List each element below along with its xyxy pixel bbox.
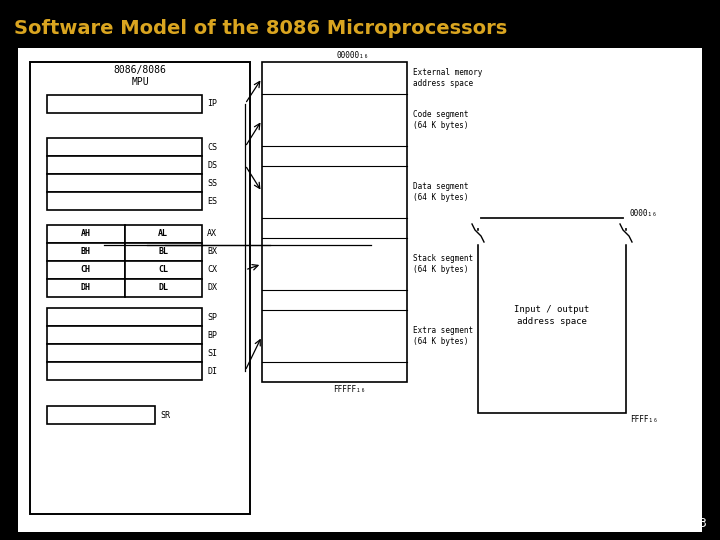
Bar bbox=[47, 95, 202, 113]
Text: SI: SI bbox=[207, 348, 217, 357]
Text: BP: BP bbox=[207, 330, 217, 340]
Bar bbox=[125, 225, 202, 243]
Text: DS: DS bbox=[207, 160, 217, 170]
Text: CH: CH bbox=[81, 266, 91, 274]
Bar bbox=[47, 326, 202, 344]
Text: DH: DH bbox=[81, 284, 91, 293]
Bar bbox=[47, 406, 155, 424]
Bar bbox=[47, 261, 125, 279]
Bar bbox=[47, 243, 125, 261]
Bar bbox=[47, 156, 202, 174]
Text: FFFF₁₆: FFFF₁₆ bbox=[630, 415, 658, 423]
Bar bbox=[47, 225, 125, 243]
Text: IP: IP bbox=[207, 99, 217, 109]
Text: External memory
address space: External memory address space bbox=[413, 68, 482, 88]
Bar bbox=[47, 344, 202, 362]
Text: BH: BH bbox=[81, 247, 91, 256]
Text: CX: CX bbox=[207, 266, 217, 274]
Text: Extra segment
(64 K bytes): Extra segment (64 K bytes) bbox=[413, 326, 473, 346]
Bar bbox=[125, 261, 202, 279]
Bar bbox=[47, 308, 202, 326]
Text: SR: SR bbox=[160, 410, 170, 420]
Bar bbox=[18, 48, 702, 532]
Text: Data segment
(64 K bytes): Data segment (64 K bytes) bbox=[413, 182, 469, 202]
Text: ES: ES bbox=[207, 197, 217, 206]
Text: Software Model of the 8086 Microprocessors: Software Model of the 8086 Microprocesso… bbox=[14, 18, 508, 37]
Bar bbox=[262, 62, 407, 382]
Text: FFFFF₁₆: FFFFF₁₆ bbox=[333, 384, 366, 394]
Bar bbox=[47, 138, 202, 156]
Text: DI: DI bbox=[207, 367, 217, 375]
Text: 3: 3 bbox=[698, 517, 706, 530]
Text: AL: AL bbox=[158, 230, 168, 239]
Bar bbox=[478, 218, 626, 413]
Bar bbox=[125, 279, 202, 297]
Text: BX: BX bbox=[207, 247, 217, 256]
Text: DX: DX bbox=[207, 284, 217, 293]
Bar bbox=[30, 62, 250, 514]
Text: DL: DL bbox=[158, 284, 168, 293]
Bar bbox=[47, 279, 125, 297]
Text: Stack segment
(64 K bytes): Stack segment (64 K bytes) bbox=[413, 254, 473, 274]
Text: CS: CS bbox=[207, 143, 217, 152]
Text: BL: BL bbox=[158, 247, 168, 256]
Text: 0000₁₆: 0000₁₆ bbox=[630, 208, 658, 218]
Text: Input / output
address space: Input / output address space bbox=[514, 305, 590, 326]
Text: CL: CL bbox=[158, 266, 168, 274]
Text: 00000₁₆: 00000₁₆ bbox=[336, 51, 369, 59]
Bar bbox=[47, 192, 202, 210]
Bar bbox=[47, 362, 202, 380]
Text: AH: AH bbox=[81, 230, 91, 239]
Text: 8086/8086
MPU: 8086/8086 MPU bbox=[114, 65, 166, 87]
Text: SS: SS bbox=[207, 179, 217, 187]
Text: AX: AX bbox=[207, 230, 217, 239]
Text: SP: SP bbox=[207, 313, 217, 321]
Bar bbox=[47, 174, 202, 192]
Text: Code segment
(64 K bytes): Code segment (64 K bytes) bbox=[413, 110, 469, 130]
Bar bbox=[125, 243, 202, 261]
